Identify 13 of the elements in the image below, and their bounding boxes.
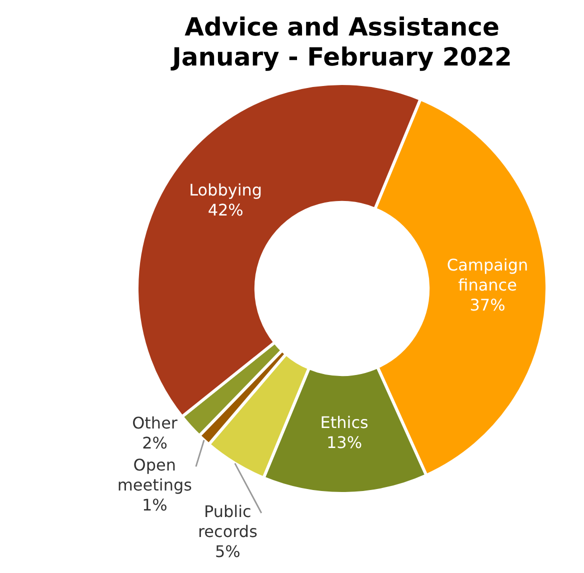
slice-label: Lobbying [189,180,262,200]
chart-title: Advice and Assistance January - February 2022 [170,12,512,72]
data-label: 42% [208,200,244,220]
data-label: 37% [470,295,506,314]
data-label: 1% [142,496,168,515]
data-label: 5% [214,542,240,562]
slice-label: Campaign finance [446,255,528,294]
data-label: 2% [142,434,168,453]
data-label: 13% [326,433,362,452]
slice-label: Open meetings [117,456,192,495]
slice-label: Ethics [320,413,368,432]
slice-label: Public records [198,502,258,542]
slice-label: Other [132,414,178,433]
